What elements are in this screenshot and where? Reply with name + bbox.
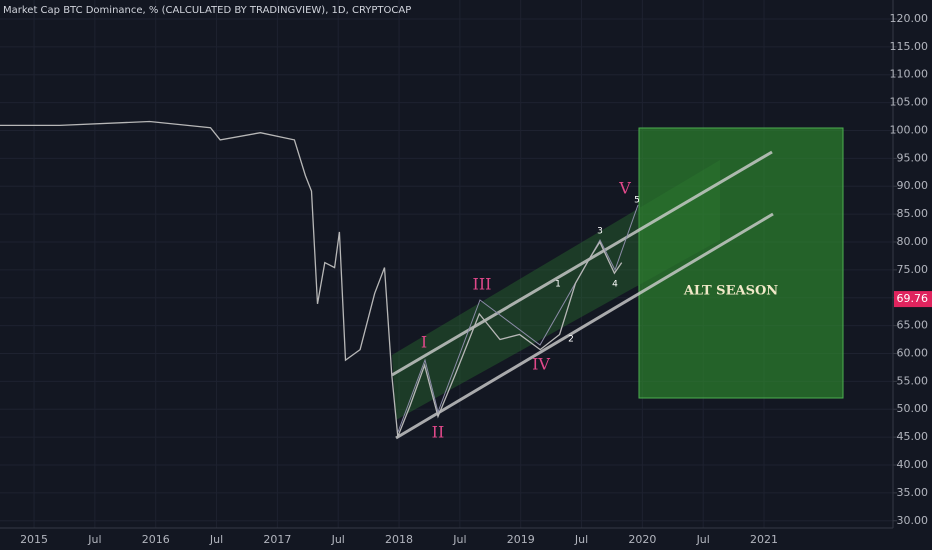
subwave-label: 5 — [634, 196, 640, 206]
x-tick-label: 2017 — [263, 533, 291, 546]
x-tick-label: 2018 — [385, 533, 413, 546]
x-tick-label: Jul — [331, 533, 345, 546]
x-tick-label: Jul — [209, 533, 223, 546]
wave-label: II — [432, 423, 445, 442]
y-tick-label: 40.00 — [897, 458, 929, 471]
price-line — [0, 120, 623, 437]
x-tick-label: Jul — [452, 533, 466, 546]
y-tick-label: 35.00 — [897, 486, 929, 499]
x-tick-label: 2016 — [142, 533, 170, 546]
x-tick-label: 2019 — [507, 533, 535, 546]
x-tick-label: 2021 — [750, 533, 778, 546]
y-tick-label: 105.00 — [890, 96, 929, 109]
y-tick-label: 110.00 — [890, 68, 929, 81]
y-tick-label: 55.00 — [897, 374, 929, 387]
y-tick-label: 120.00 — [890, 12, 929, 25]
x-tick-label: 2020 — [628, 533, 656, 546]
y-tick-label: 85.00 — [897, 207, 929, 220]
y-tick-label: 45.00 — [897, 430, 929, 443]
channel-fill — [392, 160, 720, 420]
chart-title: Market Cap BTC Dominance, % (CALCULATED … — [3, 5, 411, 16]
plot — [0, 120, 623, 437]
wave-label: III — [473, 275, 492, 294]
subwave-label: 2 — [568, 335, 574, 345]
subwave-label: 1 — [555, 280, 561, 290]
channel-upper — [391, 150, 773, 377]
y-tick-label: 90.00 — [897, 179, 929, 192]
target-box — [638, 127, 844, 399]
y-tick-label: 115.00 — [890, 40, 929, 53]
x-tick-label: Jul — [574, 533, 588, 546]
y-tick-label: 30.00 — [897, 514, 929, 527]
y-axis-panel — [893, 0, 932, 550]
x-tick-label: Jul — [87, 533, 101, 546]
y-tick-label: 75.00 — [897, 263, 929, 276]
price-tag-label: 69.76 — [897, 292, 929, 305]
x-tick-label: Jul — [696, 533, 710, 546]
subwave-label: 3 — [597, 227, 603, 237]
subwave-label: 4 — [612, 280, 618, 290]
y-tick-label: 60.00 — [897, 346, 929, 359]
wave-label: V — [618, 179, 631, 198]
price-tag — [894, 291, 932, 308]
wave-label: I — [421, 333, 427, 352]
y-tick-label: 95.00 — [897, 151, 929, 164]
wave-label: IV — [532, 355, 550, 374]
y-tick-label: 50.00 — [897, 402, 929, 415]
wave-count — [397, 204, 639, 433]
zone-label: ALT SEASON — [683, 284, 778, 299]
channel-lower — [395, 212, 774, 440]
y-tick-label: 100.00 — [890, 123, 929, 136]
y-tick-label: 80.00 — [897, 235, 929, 248]
x-tick-label: 2015 — [20, 533, 48, 546]
y-tick-label: 65.00 — [897, 319, 929, 332]
